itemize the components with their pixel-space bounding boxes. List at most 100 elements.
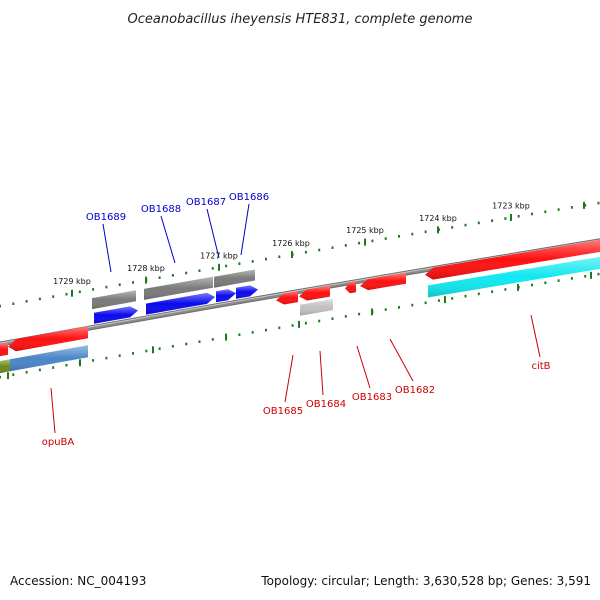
upper-ruler-dot: [198, 269, 201, 272]
gene-ob1689[interactable]: [94, 306, 138, 324]
lower-ruler-dot: [504, 288, 507, 291]
lower-ruler-dot: [291, 324, 294, 327]
scale-labels: 1723 kbp 1724 kbp 1725 kbp 1726 kbp 1727 kbp…: [53, 202, 530, 287]
lower-ruler-dot: [211, 338, 214, 341]
accession-text: Accession: NC_004193: [10, 574, 147, 588]
lower-ruler-major-tick: [590, 271, 592, 279]
gene-ob1686-shade: [236, 285, 258, 299]
scale-label-1729-kbp: 1729 kbp: [53, 277, 91, 286]
label-ob1685: OB1685: [263, 406, 303, 417]
upper-ruler-major-tick: [145, 276, 147, 284]
scale-label-1725-kbp: 1725 kbp: [346, 226, 384, 235]
label-ob1689-leader: [102, 223, 112, 273]
lower-ruler-major-tick: [298, 320, 300, 328]
gene-features: [0, 239, 600, 374]
lower-ruler-dot: [185, 342, 188, 346]
lower-ruler-major-tick: [225, 333, 227, 341]
label-ob1683: OB1683: [352, 392, 392, 403]
lower-ruler-dot: [12, 373, 15, 376]
upper-ruler-dot: [105, 285, 108, 289]
lower-ruler-major-tick: [152, 346, 154, 354]
gene-ob1689-shade: [94, 306, 138, 324]
upper-ruler-dot: [251, 260, 254, 263]
gene-gray-2[interactable]: [144, 276, 213, 300]
gene-citb[interactable]: [428, 256, 600, 298]
lower-ruler-dot: [544, 281, 547, 285]
upper-ruler-major-tick: [291, 251, 293, 259]
label-ob1689: OB1689: [86, 212, 126, 223]
label-ob1688-leader: [160, 215, 176, 264]
upper-ruler-dot: [265, 257, 267, 261]
gene-red-opuba-neighbor[interactable]: [8, 326, 88, 352]
label-ob1683-leader: [356, 345, 371, 389]
gene-olive-edge[interactable]: [0, 359, 10, 374]
scale-label-1726-kbp: 1726 kbp: [272, 239, 310, 248]
lower-ruler-dot: [584, 275, 587, 278]
upper-ruler-dot: [211, 267, 214, 270]
label-citb-leader: [530, 314, 541, 358]
label-ob1684-leader: [319, 350, 324, 396]
lower-ruler-dot: [118, 354, 121, 357]
lower-ruler-dot: [491, 290, 494, 293]
lower-ruler-dot: [198, 340, 201, 343]
gene-red-edge-shade: [0, 342, 8, 357]
lower-ruler-dot: [251, 331, 254, 334]
gene-lightgray[interactable]: [300, 299, 333, 316]
upper-ruler-dot: [278, 255, 281, 259]
lower-ruler-dot: [570, 277, 573, 280]
gene-ob1683[interactable]: [345, 281, 356, 294]
lower-ruler-major-tick: [371, 308, 373, 316]
gene-opuba[interactable]: [10, 345, 88, 372]
upper-ruler-dot: [517, 214, 520, 218]
gene-ob1687[interactable]: [216, 289, 236, 303]
label-ob1687: OB1687: [186, 197, 226, 208]
gene-ob1688[interactable]: [146, 292, 215, 315]
lower-ruler-dot: [531, 283, 533, 287]
lower-ruler-dot: [318, 319, 321, 323]
upper-ruler-dot: [65, 292, 68, 296]
gene-ob1684[interactable]: [299, 285, 330, 301]
upper-ruler-dot: [504, 217, 507, 220]
upper-ruler-dot: [464, 223, 467, 227]
lower-ruler-dot: [304, 321, 307, 325]
upper-ruler-dot: [331, 246, 334, 249]
lower-ruler-dot: [25, 371, 28, 374]
gene-opuba-shade: [10, 345, 88, 372]
lower-ruler-dot: [597, 272, 600, 276]
lower-ruler-dot: [65, 363, 68, 367]
upper-ruler-dot: [158, 276, 161, 279]
lower-ruler-dot: [52, 366, 55, 369]
gene-citb-shade: [428, 256, 600, 298]
lower-ruler-major-tick: [7, 372, 9, 380]
gene-ob1682[interactable]: [360, 272, 406, 291]
lower-ruler-dot: [145, 349, 148, 353]
lower-ruler-dot: [424, 301, 427, 305]
label-opuba: opuBA: [42, 437, 75, 448]
upper-ruler-dot: [238, 262, 241, 265]
gene-gray-1[interactable]: [92, 290, 136, 310]
gene-red-large[interactable]: [425, 239, 600, 280]
lower-ruler-dot: [411, 303, 414, 307]
upper-ruler-dot: [225, 264, 228, 268]
label-ob1686-leader: [240, 203, 250, 256]
gene-ob1684-shade: [299, 285, 330, 301]
gene-olive-edge-shade: [0, 359, 10, 374]
upper-ruler-dot: [12, 302, 15, 305]
gene-ob1686[interactable]: [236, 285, 258, 299]
gene-ob1685[interactable]: [276, 291, 298, 305]
upper-ruler-dot: [544, 210, 547, 214]
label-ob1686: OB1686: [229, 192, 269, 203]
upper-ruler-dot: [25, 300, 28, 303]
upper-ruler-major-tick: [510, 214, 512, 221]
upper-ruler-dot: [52, 295, 55, 298]
gene-gray-2-shade: [144, 276, 213, 300]
gene-red-edge[interactable]: [0, 342, 8, 357]
gene-ob1682-shade: [360, 272, 406, 291]
map-title: Oceanobacillus iheyensis HTE831, complet…: [128, 12, 473, 27]
upper-ruler-major-tick: [218, 263, 220, 271]
lower-ruler-dot: [38, 368, 41, 372]
lower-ruler-dot: [238, 333, 241, 336]
label-ob1688: OB1688: [141, 204, 181, 215]
gene-gray-3[interactable]: [214, 269, 255, 288]
